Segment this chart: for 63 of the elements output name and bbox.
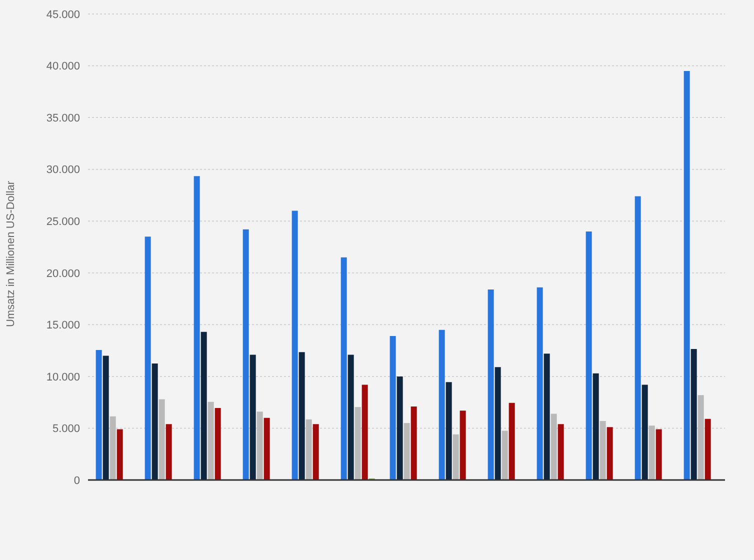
bar: [536, 287, 543, 480]
bar: [600, 420, 606, 480]
y-axis-title: Umsatz in Millionen US-Dollar: [4, 180, 17, 327]
bar: [96, 350, 102, 480]
bar: [362, 384, 368, 480]
bar: [606, 427, 613, 480]
bar: [446, 382, 452, 480]
bar: [544, 354, 550, 480]
bar: [298, 352, 305, 480]
bar: [684, 70, 690, 480]
bar: [110, 416, 116, 480]
bar: [312, 424, 319, 480]
y-tick-label: 20.000: [46, 268, 80, 280]
bar: [550, 414, 557, 480]
bar: [152, 364, 158, 480]
bar: [508, 402, 515, 480]
y-tick-label: 15.000: [46, 320, 80, 332]
bar: [390, 336, 396, 480]
bar: [166, 424, 172, 480]
bar: [348, 354, 354, 480]
bar: [200, 332, 207, 480]
bar: [452, 434, 459, 480]
bar: [102, 356, 109, 480]
bar: [592, 373, 599, 480]
y-tick-label: 35.000: [46, 112, 80, 124]
bar: [558, 424, 564, 480]
bar: [502, 430, 508, 480]
bar: [690, 349, 697, 480]
bar: [144, 236, 151, 480]
y-tick-label: 0: [74, 474, 80, 487]
bar: [656, 429, 662, 480]
bar: [256, 412, 263, 480]
bar: [586, 231, 592, 480]
bar: [340, 257, 347, 480]
bar: [494, 367, 501, 480]
y-tick-label: 25.000: [46, 216, 80, 228]
bar: [214, 408, 221, 480]
y-tick-label: 40.000: [46, 60, 80, 73]
y-tick-label: 30.000: [46, 164, 80, 176]
bar: [634, 196, 641, 480]
bar: [354, 406, 361, 480]
bar: [648, 426, 655, 480]
y-tick-label: 10.000: [46, 371, 80, 384]
y-tick-label: 5.000: [52, 423, 80, 436]
bar: [292, 210, 298, 480]
bar: [404, 423, 410, 480]
bar: [264, 418, 270, 480]
bar: [242, 229, 249, 480]
bar: [116, 429, 123, 480]
bar: [642, 384, 648, 480]
bar: [460, 410, 466, 480]
bar: [208, 402, 214, 480]
y-tick-label: 45.000: [46, 8, 80, 21]
bar: [410, 406, 417, 480]
bar: [306, 419, 312, 480]
bar: [698, 395, 704, 480]
bar: [396, 376, 403, 480]
bar: [194, 176, 200, 480]
bar: [250, 354, 256, 480]
bar: [488, 289, 494, 480]
bar: [704, 418, 711, 480]
bar: [438, 330, 445, 480]
bar: [158, 399, 165, 480]
